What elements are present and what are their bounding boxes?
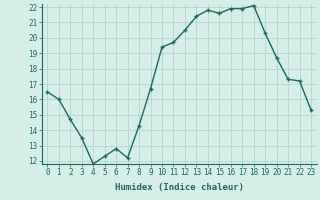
X-axis label: Humidex (Indice chaleur): Humidex (Indice chaleur) (115, 183, 244, 192)
